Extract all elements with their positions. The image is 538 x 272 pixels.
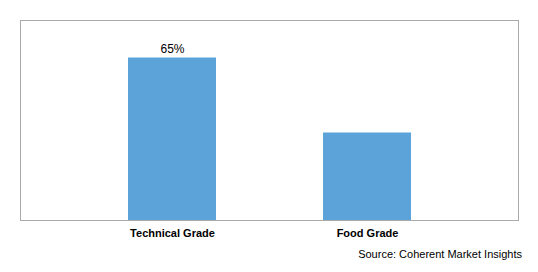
svg-text:Food Grade: Food Grade (337, 227, 399, 239)
svg-text:65%: 65% (160, 42, 184, 56)
svg-text:Technical Grade: Technical Grade (130, 227, 215, 239)
html-text:Source: Coherent Market Insigh: Source: Coherent Market Insights (358, 248, 522, 260)
